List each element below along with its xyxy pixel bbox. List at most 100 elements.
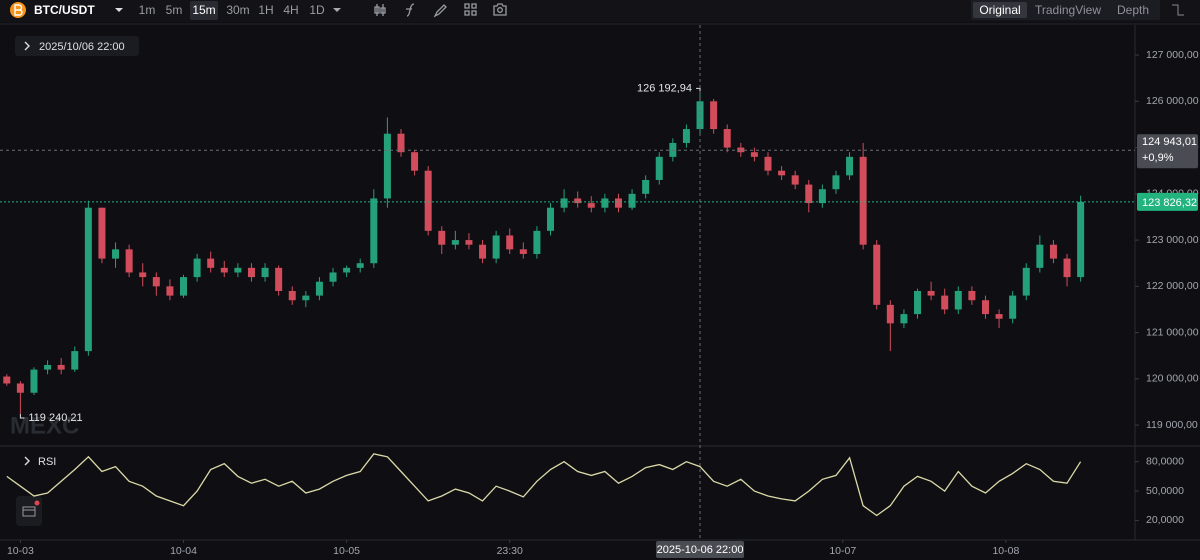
candle-body (1077, 201, 1085, 278)
interval-button[interactable]: 1D (309, 3, 325, 17)
candle-body (642, 179, 650, 194)
candle-body (791, 175, 799, 185)
low-marker-arrow (19, 413, 25, 419)
candle-body (397, 133, 405, 153)
crosshair-x-box (656, 541, 745, 558)
fullscreen-icon[interactable] (1172, 4, 1184, 16)
candle-body (832, 175, 840, 190)
fx-icon[interactable] (406, 3, 415, 17)
info-time: 2025/10/06 22:00 (39, 41, 125, 53)
candle-body (315, 281, 323, 296)
view-group: Original TradingView Depth (973, 2, 1149, 18)
bottom-button[interactable] (16, 496, 42, 526)
candle-body (343, 267, 351, 273)
candle-body (710, 101, 718, 130)
interval-button[interactable]: 1m (139, 3, 156, 17)
candle-body (655, 156, 663, 180)
draw-icon[interactable] (433, 4, 447, 18)
candle-body (846, 156, 854, 176)
x-tick-label: 10-03 (7, 545, 34, 557)
candle-body (506, 235, 514, 250)
candle-body (275, 267, 283, 291)
y-tick-label: 50,0000 (1146, 485, 1184, 497)
candle-body (125, 249, 133, 273)
last-price-label: 123 826,32 (1142, 197, 1197, 209)
interval-button[interactable]: 15m (192, 3, 215, 17)
layout-icon[interactable] (464, 3, 477, 16)
candle-body (547, 207, 555, 231)
candle-body (560, 198, 568, 208)
candle-body (927, 290, 935, 296)
candle-body (302, 295, 310, 301)
y-tick-label: 122 000,00 (1146, 280, 1199, 292)
candle-body (914, 290, 922, 315)
candle-body (873, 244, 881, 305)
symbol-dropdown[interactable] (115, 8, 123, 12)
candle-body (44, 364, 52, 370)
view-button[interactable]: TradingView (1035, 3, 1101, 17)
candle-body (764, 156, 772, 171)
candle-body (30, 369, 38, 393)
info-expand[interactable] (24, 41, 30, 51)
interval-group: 1m 5m 15m 30m 1H 4H 1D (139, 1, 325, 20)
y-tick-label: 119 000,00 (1146, 419, 1198, 431)
candle-body (288, 290, 296, 301)
candle-body (805, 184, 813, 204)
y-tick-label: 120 000,00 (1146, 373, 1199, 385)
rsi-expand[interactable] (24, 456, 30, 466)
candle-body (112, 249, 120, 259)
candle-body (886, 304, 894, 324)
view-button[interactable]: Original (979, 3, 1020, 17)
interval-button[interactable]: 5m (166, 3, 183, 17)
y-tick-label: 20,0000 (1146, 514, 1184, 526)
candle-body (574, 198, 582, 204)
candle-body (750, 152, 758, 157)
candle-body (57, 364, 65, 370)
candle-body (682, 129, 690, 143)
interval-button[interactable]: 30m (226, 3, 249, 17)
candle-body (261, 267, 269, 278)
candle-body (98, 207, 106, 259)
interval-button[interactable]: 1H (258, 3, 273, 17)
tool-icons (374, 3, 507, 18)
candle-body (356, 263, 364, 268)
y-tick-label: 126 000,00 (1146, 95, 1199, 107)
candle-body (411, 152, 419, 171)
candle-body (3, 376, 11, 384)
x-tick-label: 10-05 (333, 545, 360, 557)
candle-body (220, 267, 228, 273)
view-active-bg (973, 2, 1027, 18)
candle-body (207, 258, 215, 268)
interval-dropdown[interactable] (333, 8, 341, 12)
candle-body (628, 193, 636, 208)
candle-body (995, 314, 1003, 319)
crosshair-x-label: 2025-10-06 22:00 (657, 544, 744, 556)
candle-body (465, 240, 473, 245)
candle-body (614, 198, 622, 208)
candle-body (71, 351, 79, 370)
candle-body (16, 383, 24, 393)
calendar-icon (22, 506, 36, 517)
candle-body (1009, 295, 1017, 319)
notice-dot (34, 500, 40, 506)
candle-body (601, 198, 609, 208)
view-button[interactable]: Depth (1117, 3, 1149, 17)
candle-body (234, 267, 242, 273)
x-tick-label: 10-08 (992, 545, 1019, 557)
snapshot-icon[interactable] (493, 3, 507, 16)
candle-body (519, 249, 527, 254)
last-price-box (1137, 192, 1198, 211)
candle-body (981, 300, 989, 315)
indicator-icon[interactable] (374, 4, 386, 16)
interval-button[interactable]: 4H (283, 3, 298, 17)
low-marker-label: 119 240,21 (28, 412, 82, 424)
symbol[interactable]: BTC/USDT (34, 3, 95, 17)
candle-body (723, 129, 731, 148)
crosshair-y-box (1137, 134, 1198, 169)
candle-body (818, 189, 826, 204)
candle-body (533, 230, 541, 254)
candle-body (479, 244, 487, 259)
